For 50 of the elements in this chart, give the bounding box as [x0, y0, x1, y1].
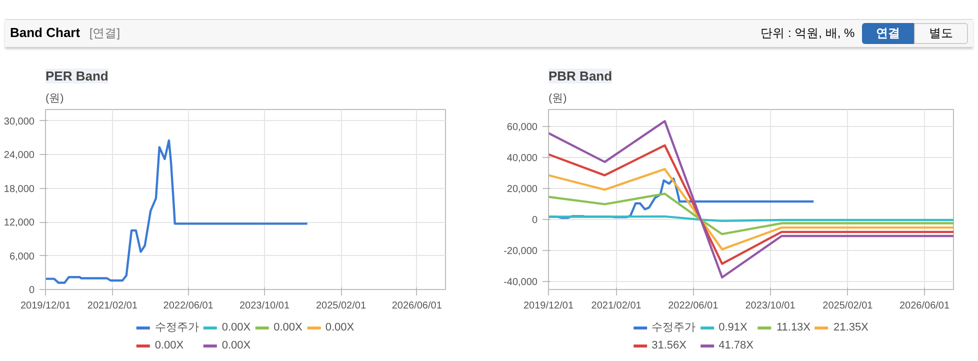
- x-tick-label: 2019/12/01: [523, 300, 574, 312]
- y-tick-label: 0: [28, 285, 35, 296]
- y-tick-label: 12,000: [4, 218, 35, 228]
- line-series: [548, 168, 954, 250]
- legend-label: 11.13X: [776, 320, 811, 334]
- legend-label: 0.00X: [274, 320, 302, 334]
- legend-label: 수정주가: [154, 320, 199, 334]
- y-tick-label: 30,000: [4, 116, 35, 128]
- line-series: [46, 139, 308, 284]
- y-tick-label: -40,000: [504, 277, 538, 288]
- legend-label: 0.00X: [222, 320, 251, 334]
- y-tick-label: -20,000: [504, 246, 538, 258]
- y-tick-label: 24,000: [4, 150, 35, 161]
- legend-label: 0.00X: [325, 320, 354, 334]
- line-series: [548, 144, 954, 265]
- legend-label: 31.56X: [652, 338, 686, 352]
- x-tick-label: 2025/02/01: [822, 300, 874, 312]
- legend-label: 0.00X: [222, 338, 251, 352]
- x-tick-label: 2022/06/01: [668, 300, 719, 312]
- line-series: [548, 192, 954, 236]
- text: 단위 : 억원, 배, %: [760, 26, 855, 40]
- x-tick-label: 2023/10/01: [745, 300, 796, 312]
- x-tick-label: 2019/12/01: [20, 300, 71, 312]
- legend-label: 수정주가: [652, 320, 696, 334]
- y-axis-title: (원): [46, 92, 64, 104]
- x-tick-label: 2021/02/01: [87, 300, 138, 312]
- text: 연결: [862, 22, 914, 44]
- y-tick-label: 0: [532, 215, 538, 226]
- y-tick-label: 18,000: [4, 184, 35, 195]
- x-tick-label: 2026/06/01: [392, 300, 442, 312]
- text: [연결]: [89, 26, 120, 40]
- legend-label: 0.91X: [718, 320, 748, 334]
- y-tick-label: 20,000: [506, 184, 538, 196]
- chart-title: PBR Band: [548, 68, 612, 84]
- x-tick-label: 2023/10/01: [239, 300, 290, 312]
- line-series: [548, 120, 954, 278]
- x-tick-label: 2022/06/01: [163, 300, 214, 312]
- x-tick-label: 2026/06/01: [899, 300, 950, 312]
- y-tick-label: 6,000: [9, 251, 35, 262]
- text: 별도: [914, 22, 968, 44]
- legend-label: 41.78X: [718, 338, 754, 352]
- y-tick-label: 40,000: [506, 153, 538, 164]
- x-tick-label: 2025/02/01: [316, 300, 366, 312]
- y-axis-title: (원): [548, 92, 567, 104]
- x-tick-label: 2021/02/01: [591, 300, 642, 312]
- text: Band Chart: [10, 25, 80, 40]
- y-tick-label: 60,000: [506, 122, 538, 134]
- chart-title: PER Band: [46, 68, 108, 84]
- legend-label: 0.00X: [154, 338, 184, 352]
- legend-label: 21.35X: [834, 320, 868, 334]
